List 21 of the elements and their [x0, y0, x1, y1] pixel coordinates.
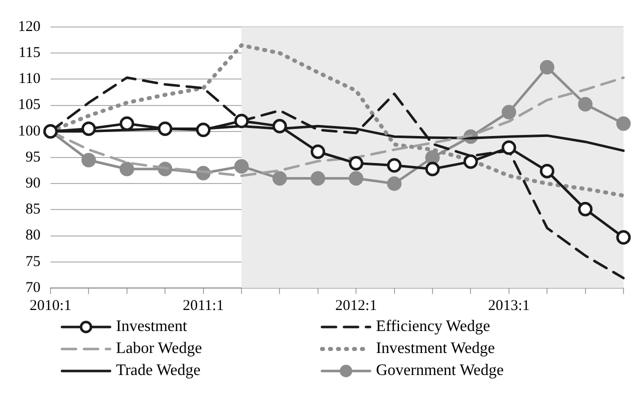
- x-tick-label: 2011:1: [182, 298, 224, 314]
- y-tick-label: 85: [26, 202, 40, 218]
- y-tick-label: 100: [18, 123, 40, 140]
- y-tick-label: 70: [26, 280, 40, 296]
- y-tick-label: 95: [26, 149, 40, 166]
- y-tick-label: 75: [26, 254, 40, 270]
- legend-label: Investment Wedge: [376, 340, 495, 358]
- legend-label: Investment: [116, 318, 188, 336]
- y-tick-label: 120: [18, 18, 40, 35]
- x-tick-label: 2010:1: [30, 298, 72, 314]
- y-tick-label: 110: [18, 71, 40, 88]
- x-tick-label: 2012:1: [335, 298, 377, 314]
- y-tick-label: 115: [18, 45, 40, 62]
- y-tick-label: 80: [26, 228, 40, 244]
- legend-label: Labor Wedge: [116, 340, 202, 358]
- legend-label: Government Wedge: [376, 362, 504, 380]
- y-tick-label: 105: [18, 97, 40, 114]
- legend-label: Trade Wedge: [116, 362, 200, 380]
- x-tick-label: 2013:1: [488, 298, 530, 314]
- y-tick-label: 90: [26, 176, 40, 192]
- legend-label: Efficiency Wedge: [376, 318, 490, 336]
